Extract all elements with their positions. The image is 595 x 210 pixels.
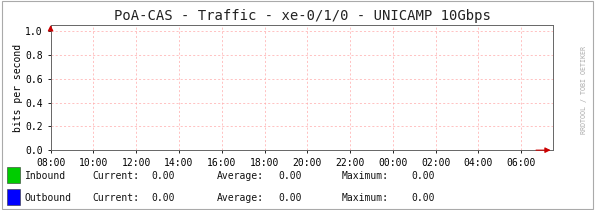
- Text: Maximum:: Maximum:: [342, 171, 389, 181]
- Y-axis label: bits per second: bits per second: [12, 44, 23, 132]
- Title: PoA-CAS - Traffic - xe-0/1/0 - UNICAMP 10Gbps: PoA-CAS - Traffic - xe-0/1/0 - UNICAMP 1…: [114, 9, 490, 23]
- Text: 0.00: 0.00: [412, 171, 435, 181]
- Text: RRDTOOL / TOBI OETIKER: RRDTOOL / TOBI OETIKER: [581, 46, 587, 134]
- Text: Current:: Current:: [92, 171, 139, 181]
- Text: 0.00: 0.00: [152, 193, 175, 203]
- Text: 0.00: 0.00: [412, 193, 435, 203]
- Text: Maximum:: Maximum:: [342, 193, 389, 203]
- Text: Average:: Average:: [217, 193, 264, 203]
- Text: 0.00: 0.00: [278, 171, 302, 181]
- Text: Outbound: Outbound: [25, 193, 72, 203]
- Text: Current:: Current:: [92, 193, 139, 203]
- Text: Average:: Average:: [217, 171, 264, 181]
- Text: Inbound: Inbound: [25, 171, 66, 181]
- Text: 0.00: 0.00: [278, 193, 302, 203]
- Text: 0.00: 0.00: [152, 171, 175, 181]
